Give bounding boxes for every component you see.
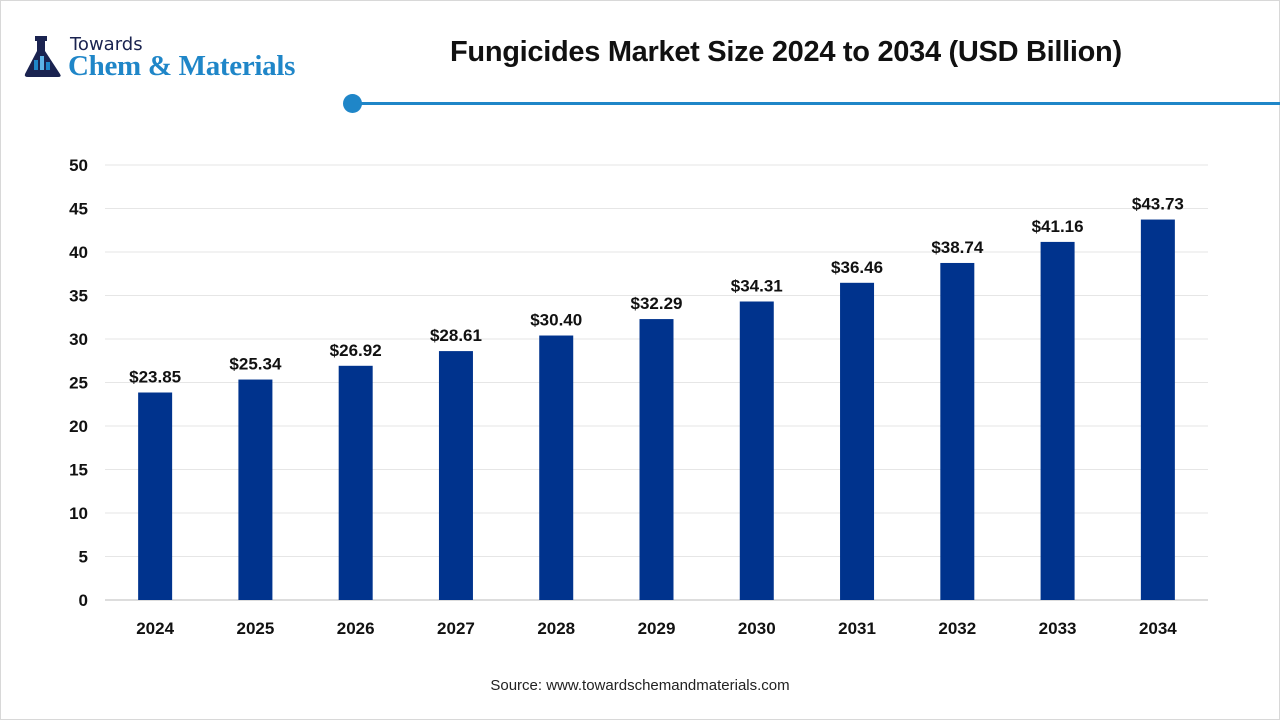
data-label: $38.74 xyxy=(931,238,984,257)
y-tick-label: 50 xyxy=(69,156,88,175)
y-tick-label: 20 xyxy=(69,417,88,436)
bar xyxy=(539,335,574,600)
data-label: $41.16 xyxy=(1032,217,1084,236)
flask-icon xyxy=(24,36,61,77)
y-tick-label: 0 xyxy=(79,591,88,610)
y-tick-label: 35 xyxy=(69,287,88,306)
bar xyxy=(338,365,373,600)
x-tick-label: 2027 xyxy=(437,619,475,638)
x-tick-label: 2025 xyxy=(236,619,274,638)
source-text: Source: www.towardschemandmaterials.com xyxy=(490,677,790,694)
x-tick-label: 2029 xyxy=(638,619,676,638)
y-tick-label: 15 xyxy=(69,461,88,480)
y-tick-label: 45 xyxy=(69,200,88,219)
data-label: $32.29 xyxy=(631,294,683,313)
logo-name: Chem & Materials xyxy=(68,50,296,82)
bar xyxy=(138,392,173,600)
data-label: $36.46 xyxy=(831,258,883,277)
y-tick-label: 25 xyxy=(69,374,88,393)
bar xyxy=(238,379,273,600)
x-tick-label: 2033 xyxy=(1039,619,1077,638)
y-tick-label: 10 xyxy=(69,504,88,523)
y-tick-label: 5 xyxy=(79,548,88,567)
x-tick-label: 2030 xyxy=(738,619,776,638)
bar xyxy=(1040,241,1075,600)
data-label: $28.61 xyxy=(430,326,482,345)
title-rule-dot xyxy=(343,94,362,113)
x-tick-label: 2028 xyxy=(537,619,575,638)
logo-towards: Towards xyxy=(70,34,143,55)
data-label: $23.85 xyxy=(129,368,181,387)
bar xyxy=(1140,219,1175,600)
x-tick-label: 2034 xyxy=(1139,619,1177,638)
bar xyxy=(840,282,875,600)
y-tick-label: 40 xyxy=(69,243,88,262)
data-label: $30.40 xyxy=(530,311,582,330)
data-label: $26.92 xyxy=(330,341,382,360)
data-label: $25.34 xyxy=(229,355,282,374)
bar xyxy=(940,262,975,600)
title-rule xyxy=(352,102,1280,105)
bar xyxy=(438,351,473,600)
data-label: $34.31 xyxy=(731,277,783,296)
x-tick-label: 2031 xyxy=(838,619,876,638)
x-tick-label: 2026 xyxy=(337,619,375,638)
x-tick-label: 2032 xyxy=(938,619,976,638)
chart-title: Fungicides Market Size 2024 to 2034 (USD… xyxy=(450,36,1122,68)
x-tick-label: 2024 xyxy=(136,619,174,638)
y-tick-label: 30 xyxy=(69,330,88,349)
bar xyxy=(639,319,674,600)
data-label: $43.73 xyxy=(1132,195,1184,214)
bar xyxy=(739,301,774,600)
